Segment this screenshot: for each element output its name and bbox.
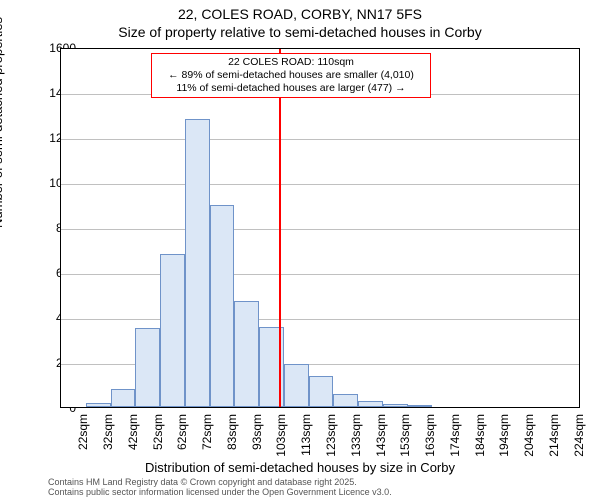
x-tick-label: 93sqm [250,414,264,450]
x-tick-label: 42sqm [126,414,140,450]
x-tick-label: 52sqm [151,414,165,450]
chart-subtitle: Size of property relative to semi-detach… [0,24,600,40]
grid-line [61,139,579,140]
histogram-bar [333,394,358,408]
x-tick-label: 133sqm [349,414,363,457]
histogram-bar [111,389,136,407]
footer-attribution: Contains HM Land Registry data © Crown c… [48,478,392,498]
histogram-bar [309,376,334,408]
x-tick-label: 113sqm [299,414,313,456]
annotation-box: 22 COLES ROAD: 110sqm ← 89% of semi-deta… [151,53,431,98]
annotation-line-3: 11% of semi-detached houses are larger (… [156,82,426,95]
footer-line-2: Contains public sector information licen… [48,488,392,498]
x-tick-label: 143sqm [374,414,388,457]
x-tick-label: 123sqm [324,414,338,457]
x-tick-label: 214sqm [547,414,561,457]
x-axis-label: Distribution of semi-detached houses by … [0,460,600,475]
x-tick-label: 72sqm [200,414,214,450]
histogram-bar [383,404,408,407]
annotation-line-1: 22 COLES ROAD: 110sqm [156,56,426,69]
x-tick-label: 224sqm [572,414,586,457]
plot-area: 22 COLES ROAD: 110sqm ← 89% of semi-deta… [60,48,580,408]
grid-line [61,184,579,185]
histogram-bar [358,401,383,407]
x-tick-label: 184sqm [473,414,487,457]
x-tick-label: 174sqm [448,414,462,457]
x-tick-label: 22sqm [76,414,90,450]
x-tick-label: 62sqm [175,414,189,450]
x-tick-label: 194sqm [497,414,511,457]
x-tick-label: 163sqm [423,414,437,457]
annotation-line-2: ← 89% of semi-detached houses are smalle… [156,69,426,82]
x-tick-label: 32sqm [101,414,115,450]
chart-container: 22, COLES ROAD, CORBY, NN17 5FS Size of … [0,0,600,500]
histogram-bar [408,405,433,407]
histogram-bar [160,254,185,407]
histogram-bar [185,119,210,407]
grid-line [61,229,579,230]
histogram-bar [234,301,259,407]
chart-title: 22, COLES ROAD, CORBY, NN17 5FS [0,6,600,22]
grid-line [61,319,579,320]
y-axis-label: Number of semi-detached properties [0,17,5,228]
x-tick-label: 153sqm [398,414,412,457]
histogram-bar [210,205,235,408]
histogram-bar [135,328,160,407]
x-tick-label: 83sqm [225,414,239,450]
histogram-bar [86,403,111,408]
histogram-bar [284,364,309,407]
x-tick-label: 204sqm [522,414,536,457]
reference-vline [279,49,281,407]
x-tick-label: 103sqm [274,414,288,457]
grid-line [61,274,579,275]
